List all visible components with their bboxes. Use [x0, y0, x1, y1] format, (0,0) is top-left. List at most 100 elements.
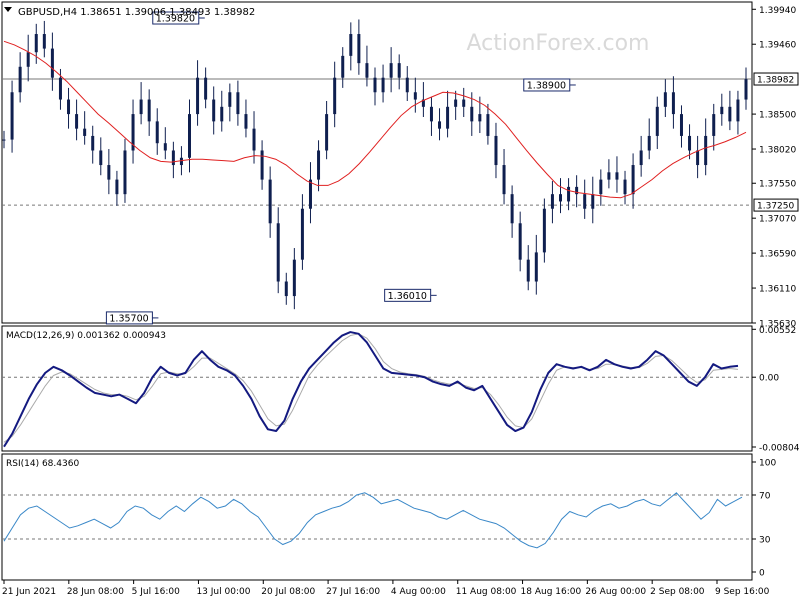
candle-body: [373, 77, 377, 93]
candle: [155, 108, 159, 155]
y-tick-label: 1.37550: [759, 180, 796, 190]
candle-body: [244, 114, 248, 129]
candle-body: [454, 99, 458, 107]
candle-body: [83, 128, 87, 136]
price-annotation: 1.38900: [523, 78, 576, 92]
candle: [228, 83, 232, 122]
candle: [397, 54, 401, 90]
candle-body: [671, 92, 675, 115]
candle: [333, 61, 337, 128]
candle-body: [26, 52, 30, 67]
y-tick-label: 1.37070: [759, 215, 796, 225]
candle-body: [349, 34, 353, 56]
candle: [696, 135, 700, 179]
time-axis: 21 Jun 2021 28 Jun 08:00 5 Jul 16:00 13 Jul…: [2, 580, 770, 597]
annotation-label: 1.35700: [109, 313, 148, 324]
candle-body: [550, 194, 554, 209]
candle: [107, 149, 111, 195]
y-tick-label: 0.00: [759, 374, 779, 384]
x-tick-label: 26 Aug 00:00: [585, 587, 646, 597]
candle-body: [99, 150, 103, 166]
candle-body: [631, 165, 635, 195]
candle: [575, 175, 579, 208]
candle: [381, 64, 385, 103]
candle: [276, 207, 280, 294]
candle-body: [220, 106, 224, 122]
candle: [325, 100, 329, 160]
candle: [550, 181, 554, 224]
price-panel: 1.39940 1.39460 1.38500 1.38020 1.37550 1.370…: [1, 1, 799, 330]
y-tick-label: 1.38500: [759, 111, 796, 121]
candle: [631, 153, 635, 209]
candle-body: [107, 165, 111, 180]
candle-body: [317, 150, 321, 180]
candle: [534, 234, 538, 295]
candle-body: [583, 194, 587, 209]
candle-body: [429, 106, 433, 122]
y-tick-label: 30: [759, 536, 771, 546]
candle-body: [123, 150, 127, 195]
candle: [67, 87, 71, 129]
candle-body: [744, 79, 748, 100]
candle-body: [163, 143, 167, 151]
collapse-triangle-icon[interactable]: [4, 7, 12, 12]
candle-body: [2, 139, 6, 141]
candle-body: [397, 63, 401, 78]
price-level-tag: 1.37250: [753, 198, 799, 212]
candle: [599, 169, 603, 206]
panel-title: MACD(12,26,9) 0.001362 0.000943: [6, 331, 166, 341]
candle-body: [58, 77, 62, 100]
candle-body: [575, 186, 579, 195]
macd-panel: MACD(12,26,9) 0.001362 0.000943 0.00552 0.…: [1, 325, 800, 454]
x-tick-label: 28 Jun 08:00: [67, 587, 124, 597]
candle: [139, 82, 143, 125]
watermark: ActionForex.com: [467, 31, 650, 56]
candle-body: [728, 106, 732, 122]
candle: [462, 87, 466, 118]
candle-body: [599, 179, 603, 195]
y-tick-label: -0.00804: [759, 444, 800, 454]
candle: [446, 90, 450, 138]
candle-body: [252, 128, 256, 151]
x-tick-label: 2 Sep 08:00: [650, 587, 705, 597]
candle-body: [510, 194, 514, 224]
candle: [34, 23, 38, 64]
candle: [357, 19, 361, 75]
candle: [308, 162, 312, 224]
candle: [2, 130, 6, 149]
candle: [559, 178, 562, 214]
candle-body: [607, 172, 611, 180]
candle: [268, 166, 272, 238]
candle: [494, 122, 498, 179]
y-tick-label: 70: [759, 492, 771, 502]
annotation-label: 1.39820: [156, 14, 195, 25]
candle-body: [478, 114, 482, 122]
rsi-line: [3, 492, 743, 549]
annotation-label: 1.36010: [388, 291, 427, 302]
y-tick-label: 0: [759, 569, 765, 579]
panel-frame: [1, 1, 753, 324]
candle: [567, 178, 571, 211]
x-tick-label: 27 Jul 16:00: [326, 587, 380, 597]
candle-body: [50, 48, 54, 78]
y-tick-label: 1.36590: [759, 250, 796, 260]
candle: [123, 138, 127, 203]
candle: [341, 47, 345, 88]
candle: [454, 90, 458, 120]
candle: [542, 198, 546, 263]
candle: [639, 135, 643, 177]
candle: [252, 111, 256, 164]
x-tick-label: 11 Aug 08:00: [456, 587, 517, 597]
candle-body: [534, 252, 538, 282]
candle-body: [147, 99, 151, 122]
candle: [212, 86, 216, 135]
y-tick-label: 1.39940: [759, 6, 796, 16]
x-tick-label: 18 Aug 16:00: [521, 587, 582, 597]
candle: [744, 67, 748, 110]
candle: [42, 20, 46, 58]
candle-body: [357, 34, 361, 64]
candle-body: [34, 34, 38, 53]
candle-body: [284, 281, 288, 297]
candle: [244, 99, 248, 138]
